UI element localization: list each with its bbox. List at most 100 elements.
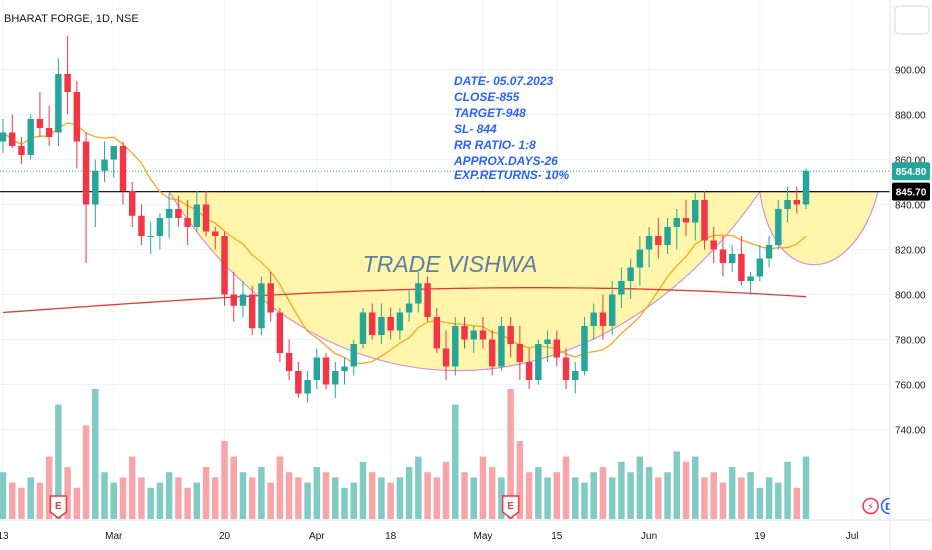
candle-body	[0, 132, 7, 142]
candle-body	[581, 326, 588, 371]
volume-bar	[36, 482, 44, 519]
volume-bar	[165, 472, 173, 519]
x-tick-label: 15	[551, 531, 563, 542]
candle-body	[119, 146, 127, 191]
volume-bar	[27, 477, 34, 519]
event-marker-label: D	[885, 502, 893, 513]
volume-bar	[322, 472, 330, 519]
ma-short-line	[2, 122, 807, 365]
volume-bar	[710, 472, 717, 519]
candle-body	[728, 254, 736, 263]
price-label-text: 845.70	[896, 188, 927, 199]
candle-body	[322, 357, 330, 385]
candle-body	[36, 119, 44, 128]
volume-bar	[341, 487, 348, 519]
volume-bar	[655, 477, 662, 519]
candle-body	[562, 357, 570, 380]
candle-body	[202, 204, 210, 232]
volume-bar	[156, 482, 164, 519]
volume-bar	[747, 472, 754, 519]
candle-body	[488, 339, 496, 367]
candle-body	[184, 218, 191, 227]
y-tick-label: 740.00	[895, 426, 926, 437]
settings-button[interactable]	[894, 5, 930, 35]
x-tick-label: Jun	[641, 531, 657, 542]
volume-bar	[285, 472, 293, 519]
candle-body	[802, 170, 810, 205]
volume-bar	[304, 482, 311, 519]
candle-body	[701, 200, 708, 241]
candle-body	[636, 249, 644, 268]
candle-body	[138, 215, 145, 236]
volume-bar	[295, 477, 302, 519]
candle-body	[101, 159, 108, 171]
volume-bar	[258, 467, 265, 519]
candle-body	[92, 170, 99, 205]
candle-body	[516, 344, 524, 362]
candle-body	[332, 371, 339, 385]
x-tick-label: 19	[754, 531, 766, 542]
volume-bar	[525, 472, 533, 519]
candle-body	[747, 276, 754, 281]
candle-body	[655, 236, 662, 245]
candle-body	[498, 326, 505, 367]
volume-bar	[452, 404, 459, 519]
volume-bar	[405, 467, 413, 519]
candle-body	[793, 200, 801, 205]
volume-bar	[507, 389, 514, 519]
candle-body	[775, 209, 782, 245]
volume-bar	[212, 477, 219, 519]
candle-body	[239, 294, 247, 306]
volume-bar	[248, 477, 256, 519]
x-tick-label: 20	[219, 531, 231, 542]
volume-bar	[119, 477, 127, 519]
note-line-returns: EXP.RETURNS- 10%	[454, 168, 569, 182]
volume-bar	[92, 389, 99, 519]
x-tick-label: 13	[0, 531, 9, 542]
earnings-marker-label: E	[55, 501, 62, 512]
volume-bar	[184, 487, 191, 519]
candle-body	[682, 218, 690, 223]
candle-body	[461, 326, 468, 340]
note-line-days: APPROX.DAYS-26	[453, 154, 558, 168]
volume-bar	[396, 477, 404, 519]
candle-body	[608, 294, 616, 326]
x-tick-label: Apr	[309, 531, 325, 542]
volume-bar	[498, 477, 505, 519]
volume-bars	[0, 389, 810, 519]
candle-body	[147, 236, 154, 237]
candle-body	[692, 200, 699, 223]
volume-bar	[415, 456, 422, 519]
candle-body	[128, 191, 136, 216]
candle-body	[45, 128, 53, 137]
candle-body	[756, 258, 764, 277]
volume-bar	[332, 477, 339, 519]
candle-body	[350, 344, 357, 367]
volume-bar	[221, 441, 228, 519]
volume-bar	[692, 456, 699, 519]
volume-bar	[461, 472, 468, 519]
candle-body	[719, 249, 727, 263]
x-tick-label: Mar	[105, 531, 123, 542]
candle-body	[396, 312, 404, 331]
price-label-box	[892, 182, 930, 201]
event-marker-label: ⚡	[867, 502, 874, 513]
candle-body	[433, 317, 441, 349]
candle-body	[452, 326, 459, 367]
candle-body	[535, 344, 542, 380]
candle-body	[738, 254, 745, 281]
candle-body	[304, 380, 311, 394]
candle-body	[55, 74, 62, 133]
price-labels: 854.80 845.70	[892, 162, 930, 201]
volume-bar	[378, 477, 385, 519]
candle-body	[765, 245, 773, 259]
volume-bar	[627, 472, 634, 519]
earnings-marker	[501, 495, 520, 519]
candle-body	[784, 200, 791, 209]
volume-bar	[488, 467, 496, 519]
candle-body	[590, 312, 597, 326]
earnings-marker	[49, 495, 68, 519]
candle-body	[276, 312, 284, 353]
candle-body	[64, 74, 71, 92]
